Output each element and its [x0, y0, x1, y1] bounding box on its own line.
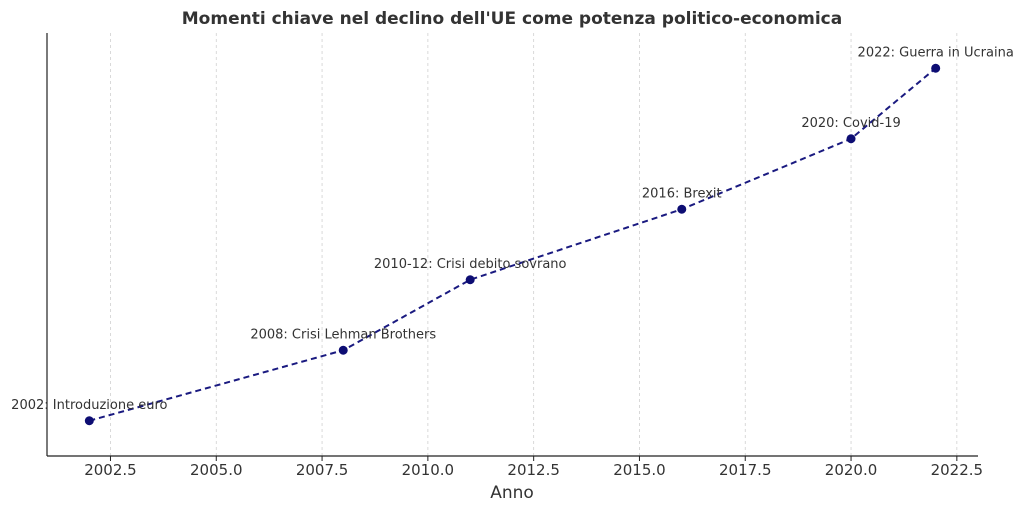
point-label: 2002: Introduzione euro [11, 398, 167, 413]
data-point [846, 134, 856, 144]
x-tick-label: 2012.5 [507, 461, 560, 479]
x-tick-label: 2015.0 [613, 461, 666, 479]
markers [84, 63, 941, 426]
point-label: 2008: Crisi Lehman Brothers [250, 327, 436, 342]
point-label: 2016: Brexit [642, 186, 722, 201]
data-point [677, 204, 687, 214]
x-tick-label: 2007.5 [296, 461, 349, 479]
data-point [338, 345, 348, 355]
chart-title: Momenti chiave nel declino dell'UE come … [182, 9, 842, 29]
grid [110, 33, 958, 456]
point-labels: 2002: Introduzione euro 2008: Crisi Lehma… [11, 45, 1014, 413]
point-label: 2022: Guerra in Ucraina [858, 45, 1014, 60]
x-tick-label: 2020.0 [825, 461, 878, 479]
series-line [89, 67, 937, 422]
x-tick-label: 2017.5 [719, 461, 772, 479]
data-point [931, 63, 941, 73]
data-point [465, 275, 475, 285]
x-tick-label: 2022.5 [931, 461, 984, 479]
point-label: 2020: Covid-19 [801, 116, 900, 131]
point-label: 2010-12: Crisi debito sovrano [374, 257, 567, 272]
x-tick-label: 2010.0 [402, 461, 455, 479]
x-ticks: 2002.5 2005.0 2007.5 2010.0 2012.5 2015.0 2017… [84, 456, 983, 479]
x-tick-label: 2005.0 [190, 461, 243, 479]
data-point [84, 416, 94, 426]
x-axis-label: Anno [490, 483, 534, 503]
x-tick-label: 2002.5 [84, 461, 137, 479]
